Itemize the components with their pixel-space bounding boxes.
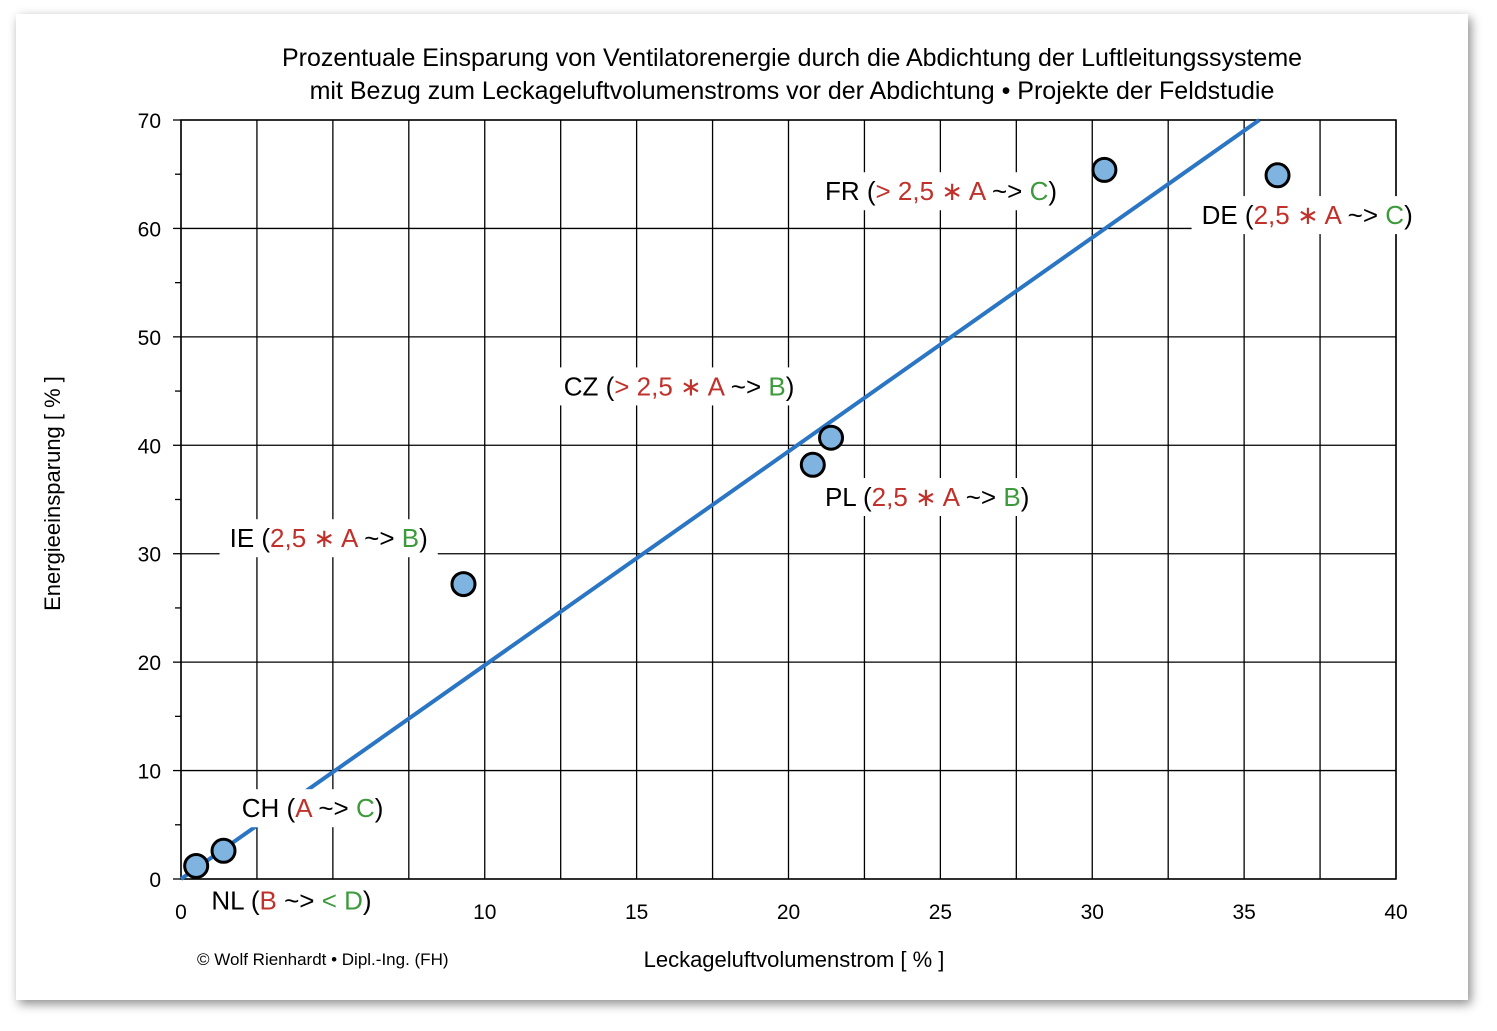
annotation-text: DE (2,5 ∗ A ~> C): [1202, 200, 1413, 230]
x-axis-label: Leckageluftvolumenstrom [ % ]: [644, 947, 945, 972]
annotation-text-part: ): [363, 885, 372, 915]
annotation-text: CH (A ~> C): [242, 793, 384, 823]
chart-card: Prozentuale Einsparung von Ventilatorene…: [16, 14, 1468, 1000]
annotation-label-cz: CZ (> 2,5 ∗ A ~> B): [553, 367, 805, 406]
annotation-label-ie: IE (2,5 ∗ A ~> B): [219, 519, 438, 558]
annotation-text-part: A: [295, 793, 313, 823]
annotation-text-part: CH (: [242, 793, 296, 823]
y-axis-label: Energieeinsparung [ % ]: [40, 376, 65, 611]
annotation-text-part: CZ (: [564, 371, 615, 401]
annotation-text-part: C: [1385, 200, 1404, 230]
y-tick-label: 70: [138, 110, 161, 133]
annotation-text-part: ): [786, 371, 795, 401]
annotation-text-part: > 2,5 ∗ A: [614, 371, 725, 401]
annotation-text: NL (B ~> < D): [211, 885, 371, 915]
annotation-text-part: < D: [322, 885, 363, 915]
x-tick-label: 25: [929, 901, 952, 924]
x-tick-label: 35: [1232, 901, 1255, 924]
annotation-text-part: B: [260, 885, 277, 915]
annotation-text-part: ): [1021, 482, 1030, 512]
x-tick-label: 40: [1384, 901, 1407, 924]
chart-title-line: Prozentuale Einsparung von Ventilatorene…: [282, 44, 1302, 72]
annotation-label-ch: CH (A ~> C): [231, 789, 394, 828]
y-tick-label: 10: [138, 761, 161, 784]
annotation-text-part: ~>: [277, 885, 322, 915]
annotation-text: PL (2,5 ∗ A ~> B): [825, 482, 1029, 512]
data-point: [818, 424, 845, 451]
y-tick-label: 0: [149, 869, 161, 892]
data-point: [1091, 156, 1118, 183]
annotation-text-part: ): [1048, 176, 1057, 206]
annotation-background: [814, 172, 1068, 211]
annotation-label-fr: FR (> 2,5 ∗ A ~> C): [814, 172, 1068, 211]
annotation-background: [553, 367, 805, 406]
x-tick-label: 10: [473, 901, 496, 924]
annotation-text-part: B: [402, 523, 419, 553]
x-tick-label: 30: [1081, 901, 1104, 924]
trendline: [179, 118, 1261, 881]
annotation-text-part: ~>: [1340, 200, 1385, 230]
annotation-text-part: C: [356, 793, 375, 823]
annotation-text-part: B: [768, 371, 785, 401]
annotation-text-part: 2,5 ∗ A: [872, 482, 961, 512]
y-tick-label: 40: [138, 435, 161, 458]
annotation-background: [1191, 196, 1423, 235]
annotation-text-part: 2,5 ∗ A: [270, 523, 359, 553]
x-tick-label: 20: [777, 901, 800, 924]
y-tick-label: 20: [138, 652, 161, 675]
annotation-text-part: ~>: [311, 793, 356, 823]
annotation-background: [231, 789, 394, 828]
annotation-text: CZ (> 2,5 ∗ A ~> B): [564, 371, 795, 401]
x-tick-label: 0: [175, 901, 187, 924]
annotation-text-part: DE (: [1202, 200, 1254, 230]
annotation-text-part: NL (: [211, 885, 259, 915]
annotation-text: FR (> 2,5 ∗ A ~> C): [825, 176, 1057, 206]
annotation-text-part: > 2,5 ∗ A: [875, 176, 986, 206]
annotation-text-part: ): [375, 793, 384, 823]
x-tick-label: 15: [625, 901, 648, 924]
annotation-text-part: ~>: [724, 371, 769, 401]
annotation-text-part: ~>: [357, 523, 402, 553]
y-tick-label: 30: [138, 544, 161, 567]
data-point: [799, 451, 826, 478]
y-tick-label: 60: [138, 218, 161, 241]
annotation-text-part: 2,5 ∗ A: [1254, 200, 1343, 230]
annotation-text-part: ~>: [959, 482, 1004, 512]
annotation-background: [219, 519, 438, 558]
annotation-label-pl: PL (2,5 ∗ A ~> B): [814, 478, 1040, 517]
annotation-background: [814, 478, 1040, 517]
y-tick-label: 50: [138, 327, 161, 350]
copyright-text: © Wolf Rienhardt • Dipl.-Ing. (FH): [197, 950, 449, 969]
annotation-text-part: FR (: [825, 176, 876, 206]
annotation-label-de: DE (2,5 ∗ A ~> C): [1191, 196, 1423, 235]
annotation-text-part: IE (: [230, 523, 271, 553]
data-point: [450, 571, 477, 598]
annotation-label-nl: NL (B ~> < D): [201, 881, 382, 920]
annotation-background: [201, 881, 382, 920]
scatter-chart: Prozentuale Einsparung von Ventilatorene…: [40, 44, 1423, 972]
chart-title-line: mit Bezug zum Leckageluftvolumenstroms v…: [310, 77, 1275, 105]
annotation-text-part: PL (: [825, 482, 872, 512]
annotation-text-part: ): [419, 523, 428, 553]
annotation-text-part: B: [1003, 482, 1020, 512]
annotation-text-part: C: [1030, 176, 1049, 206]
annotation-text: IE (2,5 ∗ A ~> B): [230, 523, 428, 553]
data-point: [1264, 162, 1291, 189]
data-point: [183, 852, 210, 879]
annotation-text-part: ~>: [985, 176, 1030, 206]
data-point: [210, 837, 237, 864]
annotation-text-part: ): [1404, 200, 1413, 230]
